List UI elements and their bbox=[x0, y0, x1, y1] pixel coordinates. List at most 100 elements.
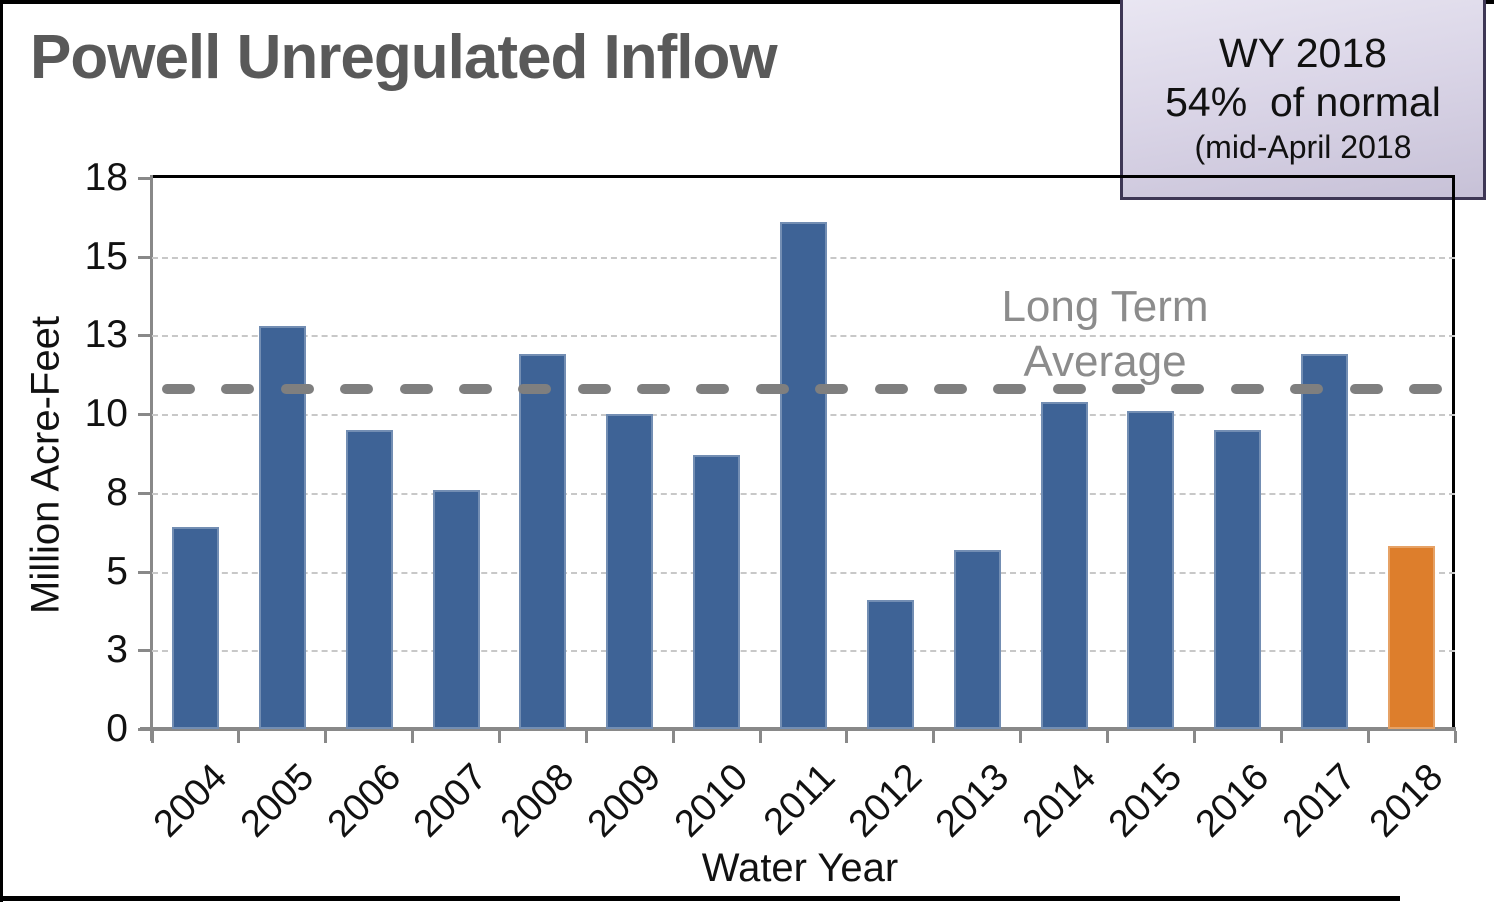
plot-border-top bbox=[152, 175, 1455, 178]
x-tick-label-2009: 2009 bbox=[579, 756, 670, 846]
bar-2007 bbox=[432, 489, 480, 729]
reference-label-line-1: Long Term bbox=[1001, 282, 1209, 331]
reference-line-dash bbox=[221, 383, 255, 394]
bar-2009 bbox=[606, 414, 654, 729]
x-axis-tick-10 bbox=[1019, 731, 1023, 743]
annotation-line-date: (mid-April 2018 bbox=[1194, 129, 1412, 165]
reference-line-dash bbox=[993, 383, 1027, 394]
reference-line-dash bbox=[755, 383, 789, 394]
bar-2006 bbox=[345, 429, 393, 729]
x-axis-tick-2 bbox=[324, 731, 328, 743]
reference-line-dash bbox=[933, 383, 967, 394]
bar-2012 bbox=[866, 599, 914, 729]
x-axis-tick-7 bbox=[758, 731, 762, 743]
x-tick-label-2007: 2007 bbox=[406, 756, 496, 846]
x-axis-line bbox=[140, 727, 1456, 731]
y-axis-tick-0 bbox=[138, 728, 152, 731]
x-axis-tick-11 bbox=[1106, 731, 1110, 743]
reference-label-line-2: Average bbox=[1023, 337, 1187, 386]
x-axis-tick-1 bbox=[237, 731, 241, 743]
image-border-bottom bbox=[0, 896, 1400, 901]
reference-line-label: Long Term Average bbox=[955, 279, 1255, 389]
x-axis-tick-14 bbox=[1366, 731, 1370, 743]
y-tick-label-15: 15 bbox=[84, 234, 128, 278]
reference-line-dash bbox=[162, 383, 195, 394]
image-border-left bbox=[0, 0, 3, 902]
reference-line-dash bbox=[518, 383, 552, 394]
reference-line-dash bbox=[1052, 383, 1086, 394]
x-axis-tick-15 bbox=[1453, 731, 1457, 743]
reference-line-dash bbox=[280, 383, 314, 394]
chart-title: Powell Unregulated Inflow bbox=[30, 23, 778, 92]
y-axis-tick-13 bbox=[138, 334, 152, 338]
reference-line-dash bbox=[1230, 383, 1264, 394]
reference-line-dash bbox=[1112, 383, 1145, 394]
y-axis-tick-5 bbox=[138, 570, 152, 574]
bar-2016 bbox=[1214, 429, 1262, 729]
annotation-line-percent: 54% of normal bbox=[1165, 79, 1441, 125]
x-axis-tick-6 bbox=[671, 731, 675, 743]
y-axis-tick-8 bbox=[138, 491, 152, 495]
bar-2018 bbox=[1388, 546, 1436, 729]
x-axis-title: Water Year bbox=[701, 846, 899, 890]
bar-2014 bbox=[1040, 401, 1088, 729]
x-axis-tick-0 bbox=[150, 731, 154, 743]
y-axis-tick-15 bbox=[138, 255, 152, 259]
reference-line-dash bbox=[399, 383, 433, 394]
y-tick-label-0: 0 bbox=[106, 707, 128, 750]
bar-2015 bbox=[1127, 410, 1175, 729]
reference-line-long-term-average bbox=[162, 383, 1442, 394]
x-tick-label-2018: 2018 bbox=[1361, 756, 1452, 846]
plot-border-right bbox=[1452, 175, 1455, 729]
reference-line-dash bbox=[458, 383, 492, 394]
x-tick-label-2016: 2016 bbox=[1188, 756, 1278, 846]
x-axis-tick-13 bbox=[1279, 731, 1283, 743]
bar-2017 bbox=[1301, 354, 1349, 729]
y-tick-label-8: 8 bbox=[106, 470, 128, 514]
reference-line-dash bbox=[1171, 383, 1205, 394]
x-tick-label-2017: 2017 bbox=[1274, 756, 1365, 846]
bar-2013 bbox=[953, 549, 1001, 729]
bar-2011 bbox=[780, 222, 827, 729]
y-axis-tick-10 bbox=[138, 413, 152, 417]
reference-line-dash bbox=[340, 383, 374, 394]
x-axis-tick-4 bbox=[497, 731, 501, 743]
x-tick-label-2015: 2015 bbox=[1101, 756, 1191, 846]
y-tick-label-18: 18 bbox=[84, 156, 128, 199]
x-tick-label-2011: 2011 bbox=[755, 756, 844, 844]
y-axis-line bbox=[150, 175, 153, 741]
bar-2008 bbox=[519, 354, 567, 729]
x-axis-tick-8 bbox=[845, 731, 849, 743]
annotation-box: WY 2018 54% of normal (mid-April 2018 bbox=[1120, 0, 1486, 200]
y-axis-tick-18 bbox=[138, 177, 152, 180]
reference-line-dash bbox=[815, 383, 849, 394]
reference-line-dash bbox=[696, 383, 730, 394]
annotation-line-wy: WY 2018 bbox=[1219, 30, 1387, 76]
reference-line-dash bbox=[577, 383, 611, 394]
x-axis-tick-5 bbox=[584, 731, 588, 743]
x-tick-label-2012: 2012 bbox=[840, 756, 931, 846]
reference-line-dash bbox=[1349, 383, 1383, 394]
x-tick-label-2008: 2008 bbox=[493, 756, 583, 846]
reference-line-dash bbox=[1290, 383, 1324, 394]
bar-2004 bbox=[171, 527, 219, 729]
x-tick-label-2005: 2005 bbox=[232, 756, 322, 846]
reference-line-dash bbox=[874, 383, 908, 394]
x-axis-tick-12 bbox=[1192, 731, 1196, 743]
x-tick-label-2004: 2004 bbox=[145, 756, 236, 846]
y-axis-tick-3 bbox=[138, 649, 152, 653]
bar-2010 bbox=[693, 455, 741, 729]
reference-line-dash bbox=[637, 383, 670, 394]
image-border-top bbox=[0, 0, 1494, 4]
x-axis-tick-9 bbox=[932, 731, 936, 743]
y-tick-label-3: 3 bbox=[106, 628, 128, 672]
x-tick-label-2006: 2006 bbox=[319, 756, 409, 846]
x-axis-tick-3 bbox=[411, 731, 415, 743]
x-tick-label-2013: 2013 bbox=[927, 756, 1017, 846]
x-tick-label-2010: 2010 bbox=[666, 756, 757, 846]
reference-line-dash bbox=[1408, 383, 1442, 394]
y-tick-label-10: 10 bbox=[84, 392, 128, 436]
x-tick-label-2014: 2014 bbox=[1014, 756, 1104, 846]
y-tick-label-13: 13 bbox=[84, 313, 128, 357]
